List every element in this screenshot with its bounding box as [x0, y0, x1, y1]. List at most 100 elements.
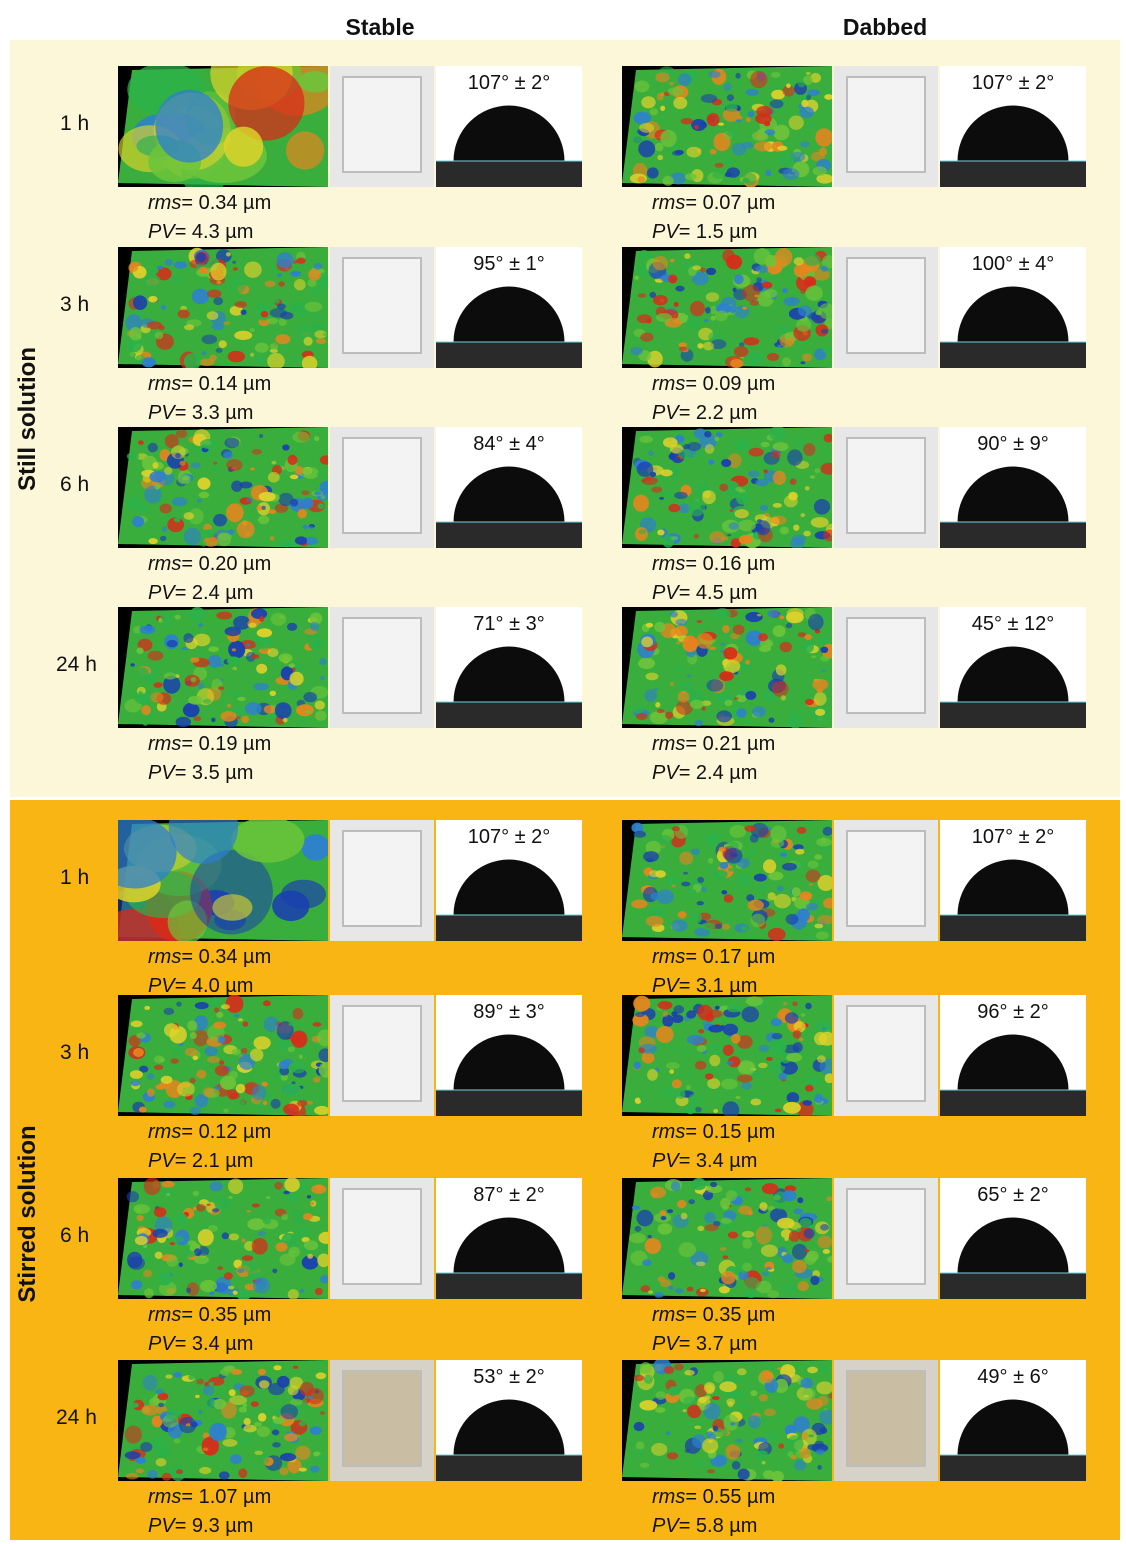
rms-value: rms= 0.20 µm: [148, 553, 272, 575]
surface-topography-map: [118, 1360, 328, 1481]
pv-label: PV: [652, 762, 679, 784]
glass-slab: [342, 1370, 422, 1467]
roughness-measurements: rms= 0.09 µm PV= 2.2 µm: [652, 370, 775, 428]
contact-angle-image: 71° ± 3°: [436, 607, 582, 728]
contact-angle-value: 89° ± 3°: [473, 1001, 545, 1023]
time-label: 24 h: [56, 1406, 97, 1429]
pv-label: PV: [148, 1515, 175, 1537]
pv-value: PV= 5.8 µm: [652, 1515, 758, 1537]
contact-angle-value: 84° ± 4°: [473, 433, 545, 455]
rms-label: rms: [148, 192, 182, 214]
glass-slab: [846, 1188, 926, 1285]
pv-value: PV= 4.3 µm: [148, 221, 254, 243]
roughness-measurements: rms= 0.55 µm PV= 5.8 µm: [652, 1483, 775, 1541]
pv-label: PV: [652, 402, 679, 424]
sample-photo: [834, 1178, 938, 1299]
rms-label: rms: [652, 553, 686, 575]
surface-topography-map: [622, 247, 832, 368]
surface-topography-map: [622, 820, 832, 941]
roughness-measurements: rms= 0.12 µm PV= 2.1 µm: [148, 1118, 271, 1176]
pv-value: PV= 4.0 µm: [148, 975, 254, 997]
rms-label: rms: [652, 1304, 686, 1326]
surface-topography-map: [622, 66, 832, 187]
sample-photo: [834, 1360, 938, 1481]
roughness-measurements: rms= 0.20 µm PV= 2.4 µm: [148, 550, 271, 608]
rms-value: rms= 0.17 µm: [652, 946, 776, 968]
rms-value: rms= 0.35 µm: [148, 1304, 272, 1326]
pv-label: PV: [652, 221, 679, 243]
rms-value: rms= 0.21 µm: [652, 733, 776, 755]
rms-label: rms: [652, 373, 686, 395]
roughness-measurements: rms= 0.34 µm PV= 4.3 µm: [148, 189, 271, 247]
contact-angle-value: 95° ± 1°: [473, 253, 545, 275]
rms-label: rms: [148, 733, 182, 755]
pv-value: PV= 3.4 µm: [652, 1150, 758, 1172]
sample-photo: [834, 427, 938, 548]
surface-topography-map: [118, 995, 328, 1116]
surface-topography-map: [118, 247, 328, 368]
sample-photo: [330, 820, 434, 941]
contact-angle-value: 45° ± 12°: [971, 613, 1055, 635]
glass-slab: [342, 1005, 422, 1102]
pv-label: PV: [148, 762, 175, 784]
roughness-measurements: rms= 0.21 µm PV= 2.4 µm: [652, 730, 775, 788]
rms-value: rms= 0.34 µm: [148, 946, 272, 968]
contact-angle-value: 107° ± 2°: [467, 72, 551, 94]
rms-label: rms: [652, 1486, 686, 1508]
roughness-measurements: rms= 0.35 µm PV= 3.4 µm: [148, 1301, 271, 1359]
sample-photo: [330, 247, 434, 368]
glass-slab: [846, 1005, 926, 1102]
time-label: 1 h: [60, 112, 90, 135]
roughness-measurements: rms= 0.35 µm PV= 3.7 µm: [652, 1301, 775, 1359]
roughness-measurements: rms= 0.15 µm PV= 3.4 µm: [652, 1118, 775, 1176]
pv-label: PV: [652, 1150, 679, 1172]
surface-topography-map: [622, 607, 832, 728]
pv-label: PV: [148, 975, 175, 997]
pv-label: PV: [148, 402, 175, 424]
glass-slab: [342, 1188, 422, 1285]
contact-angle-image: 100° ± 4°: [940, 247, 1086, 368]
roughness-measurements: rms= 0.17 µm PV= 3.1 µm: [652, 943, 775, 1001]
contact-angle-value: 90° ± 9°: [977, 433, 1049, 455]
dabbed-column-title: Dabbed: [842, 14, 928, 40]
sample-photo: [330, 607, 434, 728]
pv-value: PV= 2.2 µm: [652, 402, 758, 424]
contact-angle-image: 49° ± 6°: [940, 1360, 1086, 1481]
rms-value: rms= 0.12 µm: [148, 1121, 272, 1143]
rms-value: rms= 1.07 µm: [148, 1486, 272, 1508]
contact-angle-image: 90° ± 9°: [940, 427, 1086, 548]
contact-angle-image: 107° ± 2°: [940, 820, 1086, 941]
time-label: 6 h: [60, 1224, 90, 1247]
contact-angle-value: 87° ± 2°: [473, 1184, 545, 1206]
time-label: 3 h: [60, 293, 90, 316]
contact-angle-image: 95° ± 1°: [436, 247, 582, 368]
pv-value: PV= 4.5 µm: [652, 582, 758, 604]
still-solution-label: Still solution: [14, 347, 41, 491]
glass-slab: [846, 830, 926, 927]
surface-topography-map: [622, 995, 832, 1116]
sample-photo: [834, 607, 938, 728]
rms-label: rms: [148, 1486, 182, 1508]
sample-photo: [834, 820, 938, 941]
glass-slab: [846, 617, 926, 714]
pv-value: PV= 2.4 µm: [652, 762, 758, 784]
contact-angle-image: 84° ± 4°: [436, 427, 582, 548]
contact-angle-image: 87° ± 2°: [436, 1178, 582, 1299]
roughness-measurements: rms= 0.14 µm PV= 3.3 µm: [148, 370, 271, 428]
pv-value: PV= 2.1 µm: [148, 1150, 254, 1172]
contact-angle-image: 96° ± 2°: [940, 995, 1086, 1116]
surface-topography-map: [622, 1178, 832, 1299]
time-label: 6 h: [60, 473, 90, 496]
contact-angle-image: 65° ± 2°: [940, 1178, 1086, 1299]
pv-label: PV: [148, 221, 175, 243]
contact-angle-value: 107° ± 2°: [467, 826, 551, 848]
contact-angle-value: 65° ± 2°: [977, 1184, 1049, 1206]
pv-label: PV: [652, 582, 679, 604]
rms-label: rms: [652, 1121, 686, 1143]
sample-photo: [330, 66, 434, 187]
glass-slab: [342, 830, 422, 927]
stirred-solution-label: Stirred solution: [14, 1125, 41, 1303]
time-label: 3 h: [60, 1041, 90, 1064]
rms-label: rms: [148, 1121, 182, 1143]
time-label: 24 h: [56, 653, 97, 676]
